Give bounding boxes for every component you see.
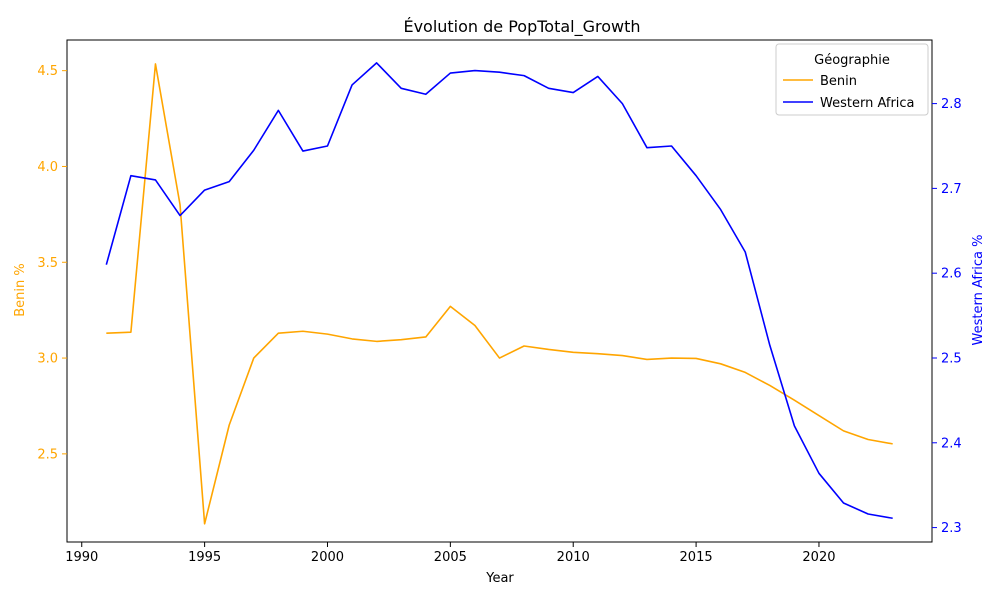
legend-title: Géographie xyxy=(814,53,890,68)
x-tick-label: 2015 xyxy=(680,550,713,565)
y-left-tick-label: 3.0 xyxy=(37,352,58,367)
x-tick-label: 1990 xyxy=(65,550,98,565)
y-axis-right-label: Western Africa % xyxy=(971,234,986,345)
x-tick-label: 2020 xyxy=(802,550,835,565)
x-tick-label: 2010 xyxy=(557,550,590,565)
plot-area xyxy=(66,39,933,543)
legend-label: Western Africa xyxy=(820,96,915,111)
legend-label: Benin xyxy=(820,74,857,89)
y-right-tick-label: 2.5 xyxy=(941,351,962,366)
y-right-tick-label: 2.8 xyxy=(941,97,962,112)
legend-box xyxy=(775,43,929,116)
x-axis-label: Year xyxy=(485,571,514,586)
y-left-tick-label: 4.0 xyxy=(37,160,58,175)
x-tick-label: 1995 xyxy=(188,550,221,565)
y-right-tick-label: 2.6 xyxy=(941,267,962,282)
y-left-tick-label: 4.5 xyxy=(37,64,58,79)
y-axis-right: 2.3 2.4 2.5 2.6 2.7 2.8 xyxy=(932,97,962,536)
x-tick-label: 2000 xyxy=(311,550,344,565)
y-left-tick-label: 2.5 xyxy=(37,447,58,462)
y-right-tick-label: 2.7 xyxy=(941,182,962,197)
y-axis-left-label: Benin % xyxy=(13,263,28,317)
series-line-benin xyxy=(106,63,893,525)
plot-frame xyxy=(66,39,933,543)
y-axis-left: 2.5 3.0 3.5 4.0 4.5 xyxy=(37,64,67,462)
x-tick-label: 2005 xyxy=(434,550,467,565)
series-line-western-africa xyxy=(105,62,893,520)
y-right-tick-label: 2.3 xyxy=(941,521,962,536)
x-axis: 1990 1995 2000 2005 2010 2015 2020 xyxy=(65,542,836,565)
legend: Géographie Benin Western Africa xyxy=(775,43,929,116)
y-right-tick-label: 2.4 xyxy=(941,436,962,451)
y-left-tick-label: 3.5 xyxy=(37,256,58,271)
chart-title: Évolution de PopTotal_Growth xyxy=(403,17,640,37)
